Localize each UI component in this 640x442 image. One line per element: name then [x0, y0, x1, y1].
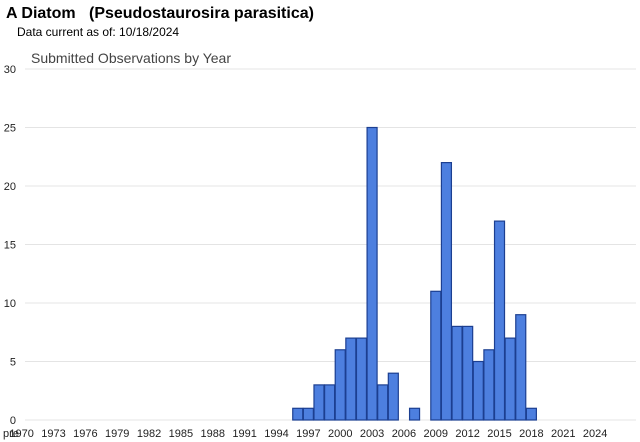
x-tick-label: 1973 [41, 428, 65, 440]
x-tick-label: 2000 [328, 428, 352, 440]
bars [292, 126, 537, 421]
x-tick-label: 1970 [9, 428, 33, 440]
grid-lines [25, 68, 636, 421]
bar-2000 [334, 349, 346, 421]
x-tick-label: 1988 [201, 428, 225, 440]
bar-2007 [408, 407, 421, 421]
bar-2010 [440, 161, 453, 421]
bar-2011 [451, 325, 463, 421]
bar-2014 [483, 349, 495, 421]
species-title: A Diatom (Pseudostaurosira parasitica) [6, 5, 314, 23]
bar-2003 [366, 126, 378, 421]
bar-2005 [387, 372, 399, 421]
y-tick-label: 0 [10, 415, 16, 427]
x-tick-label: 2021 [551, 428, 575, 440]
x-tick-label: 1994 [264, 428, 288, 440]
y-axis-tick-labels: 0 5 10 15 20 25 30 [4, 64, 16, 427]
x-tick-label: 2006 [392, 428, 416, 440]
bar-2018 [525, 407, 537, 421]
bar-2001 [345, 337, 357, 421]
observations-bar-chart: Submitted Observations by Year 051015202… [3, 50, 636, 440]
bar-1996 [292, 407, 304, 421]
x-tick-label: 2009 [424, 428, 448, 440]
y-tick-label: 25 [4, 123, 16, 135]
y-tick-label: 20 [4, 181, 16, 193]
x-tick-label: 2012 [455, 428, 479, 440]
bar-2009 [430, 290, 442, 421]
bar-1999 [324, 384, 336, 421]
bar-2012 [462, 325, 474, 421]
bar-2013 [472, 360, 484, 421]
chart-title: Submitted Observations by Year [31, 50, 231, 66]
x-tick-label: 2024 [583, 428, 607, 440]
x-tick-label: 1982 [137, 428, 161, 440]
common-name: A Diatom [6, 5, 76, 22]
x-tick-label: 1997 [296, 428, 320, 440]
x-tick-label: 1985 [169, 428, 193, 440]
x-tick-label: 2015 [487, 428, 511, 440]
y-tick-label: 15 [4, 240, 16, 252]
x-tick-label: 2003 [360, 428, 384, 440]
x-tick-label: 1976 [73, 428, 97, 440]
x-tick-label: 1991 [232, 428, 256, 440]
bar-1998 [313, 384, 325, 421]
bar-2015 [493, 220, 506, 421]
x-tick-label: pre [3, 428, 19, 440]
x-tick-label: 2018 [519, 428, 543, 440]
bar-2016 [504, 337, 516, 421]
y-tick-label: 30 [4, 64, 16, 76]
y-tick-label: 10 [4, 298, 16, 310]
y-tick-label: 5 [10, 357, 16, 369]
bar-2004 [377, 384, 389, 421]
bar-2017 [515, 314, 527, 421]
bar-1997 [302, 407, 314, 421]
scientific-name: (Pseudostaurosira parasitica) [88, 5, 314, 22]
data-current-note: Data current as of: 10/18/2024 [17, 25, 180, 39]
bar-2002 [355, 337, 368, 421]
x-tick-label: 1979 [105, 428, 129, 440]
